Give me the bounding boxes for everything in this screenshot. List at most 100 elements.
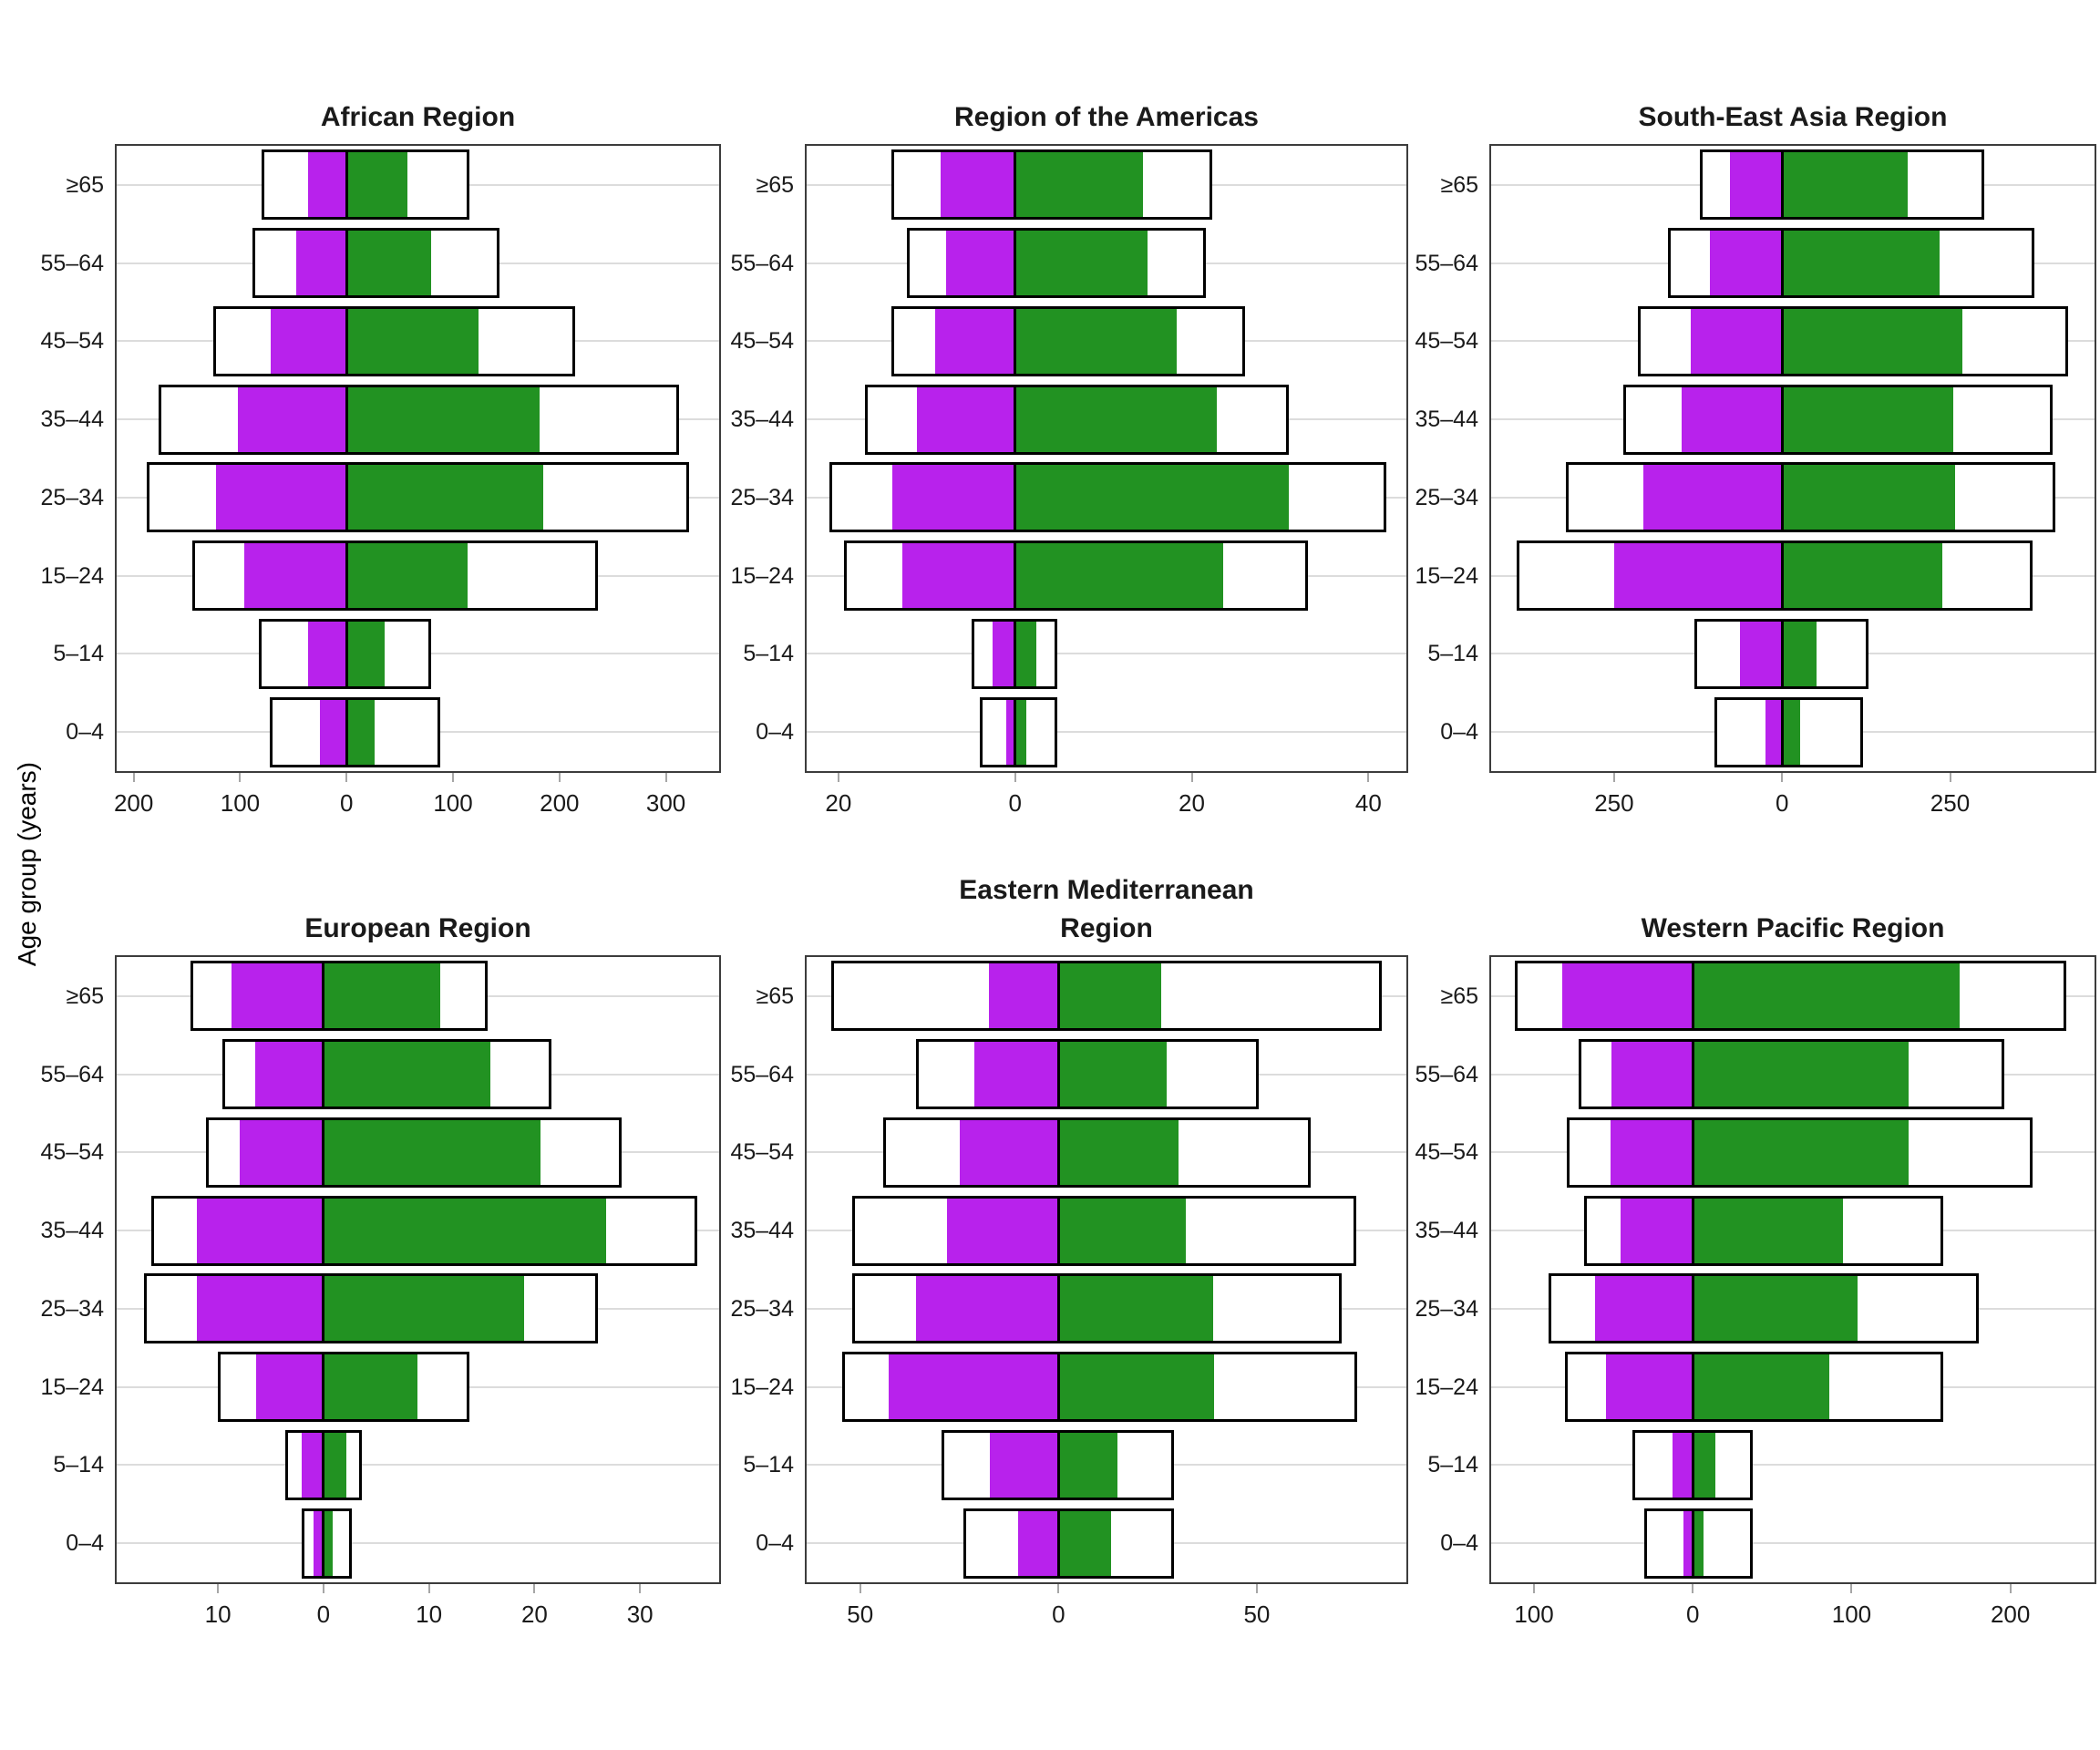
female-notified-bar	[892, 462, 1015, 533]
age-axis-label: ≥65	[66, 171, 104, 198]
male-notified-bar	[1782, 305, 1962, 376]
male-notified-bar	[1693, 1508, 1704, 1579]
x-tick-mark	[1255, 1584, 1258, 1593]
age-axis-label: 25–34	[1415, 484, 1478, 510]
zero-axis-line	[1056, 1195, 1060, 1266]
female-notified-bar	[215, 462, 347, 533]
estimate-bar-outline	[144, 1273, 598, 1344]
age-axis-label: 15–24	[1415, 1374, 1478, 1400]
estimate-bar-outline	[1517, 540, 2033, 612]
zero-axis-line	[1780, 149, 1784, 221]
estimate-bar-outline	[191, 540, 598, 612]
male-notified-bar	[346, 618, 386, 689]
male-notified-bar	[346, 540, 468, 612]
female-notified-bar	[1594, 1273, 1693, 1344]
age-axis-label: ≥65	[1440, 983, 1478, 1009]
zero-axis-line	[345, 696, 348, 767]
x-tick-mark	[345, 773, 348, 782]
age-axis-label: 25–34	[40, 1295, 104, 1322]
male-notified-bar	[1782, 462, 1956, 533]
zero-axis-line	[322, 1508, 325, 1579]
x-tick-mark	[1781, 773, 1784, 782]
x-tick-mark	[1692, 1584, 1694, 1593]
female-notified-bar	[946, 1195, 1059, 1266]
x-tick-label: 40	[1354, 789, 1382, 817]
zero-axis-line	[322, 1117, 325, 1188]
estimate-bar-outline	[1584, 1195, 1944, 1266]
plot-area	[115, 144, 721, 773]
y-axis-title: Age group (years)	[5, 144, 49, 1584]
zero-axis-line	[1014, 462, 1017, 533]
panel-title-line: African Region	[320, 102, 516, 132]
x-tick-mark	[639, 1584, 642, 1593]
estimate-bar-outline	[259, 618, 431, 689]
male-notified-bar	[1693, 1273, 1858, 1344]
x-tick-mark	[217, 1584, 220, 1593]
x-tick-mark	[322, 1584, 324, 1593]
x-tick-mark	[558, 773, 561, 782]
plot-area	[805, 144, 1408, 773]
male-notified-bar	[1693, 1429, 1716, 1500]
x-tick-label: 100	[1831, 1601, 1872, 1628]
male-notified-bar	[1782, 384, 1954, 455]
gridline	[1491, 1542, 2095, 1545]
age-axis-label: 0–4	[1440, 719, 1478, 746]
x-tick-mark	[1057, 1584, 1060, 1593]
zero-axis-line	[1780, 540, 1784, 612]
male-notified-bar	[346, 462, 544, 533]
male-notified-bar	[1014, 384, 1217, 455]
estimate-bar-outline	[1637, 305, 2068, 376]
age-axis-label: ≥65	[756, 171, 794, 198]
female-notified-bar	[1710, 228, 1783, 299]
female-notified-bar	[1611, 1039, 1693, 1110]
zero-axis-line	[1780, 462, 1784, 533]
estimate-bar-outline	[1515, 961, 2066, 1032]
female-notified-bar	[1611, 1117, 1693, 1188]
estimate-bar-outline	[852, 1195, 1356, 1266]
x-tick-mark	[859, 1584, 861, 1593]
female-notified-bar	[1643, 462, 1783, 533]
zero-axis-line	[1014, 696, 1017, 767]
zero-axis-line	[322, 1273, 325, 1344]
age-axis-label: 25–34	[730, 484, 794, 510]
age-axis-label: 55–64	[730, 1061, 794, 1087]
zero-axis-line	[1780, 618, 1784, 689]
female-notified-bar	[1672, 1429, 1693, 1500]
x-tick-mark	[2009, 1584, 2012, 1593]
estimate-bar-outline	[864, 384, 1290, 455]
x-tick-label: 200	[540, 789, 580, 817]
zero-axis-line	[345, 228, 348, 299]
male-notified-bar	[323, 1352, 417, 1423]
estimate-bar-outline	[1667, 228, 2034, 299]
zero-axis-line	[1014, 149, 1017, 221]
age-axis-label: 55–64	[730, 250, 794, 276]
female-notified-bar	[1683, 1508, 1693, 1579]
age-axis-label: 5–14	[743, 641, 794, 667]
male-notified-bar	[346, 149, 407, 221]
estimate-bar-outline	[1565, 1352, 1944, 1423]
age-axis-label: 15–24	[730, 1374, 794, 1400]
estimate-bar-outline	[891, 149, 1212, 221]
male-notified-bar	[1058, 1429, 1117, 1500]
x-tick-mark	[1014, 773, 1016, 782]
zero-axis-line	[1056, 1117, 1060, 1188]
age-axis-label: 35–44	[1415, 1218, 1478, 1244]
male-notified-bar	[1014, 540, 1224, 612]
panel-title-line: Eastern Mediterranean	[959, 875, 1254, 905]
male-notified-bar	[323, 1429, 347, 1500]
age-axis-label: 55–64	[1415, 1061, 1478, 1087]
age-axis-label: 25–34	[40, 484, 104, 510]
female-notified-bar	[901, 540, 1015, 612]
male-notified-bar	[1693, 1039, 1910, 1110]
x-tick-mark	[239, 773, 242, 782]
x-tick-label: 0	[1775, 789, 1789, 817]
zero-axis-line	[322, 961, 325, 1032]
zero-axis-line	[1691, 1195, 1694, 1266]
panel-title-line: Region	[1060, 913, 1153, 943]
age-axis-label: 55–64	[40, 250, 104, 276]
estimate-bar-outline	[270, 696, 440, 767]
female-notified-bar	[1729, 149, 1783, 221]
age-axis-label: 55–64	[40, 1061, 104, 1087]
zero-axis-line	[1780, 384, 1784, 455]
